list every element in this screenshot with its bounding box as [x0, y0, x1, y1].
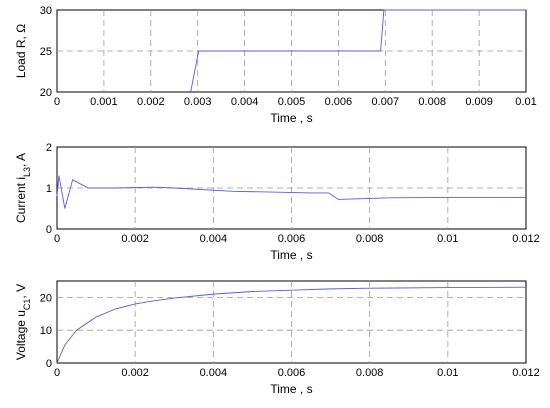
x-axis-label: Time , s: [270, 248, 312, 262]
x-tick-label: 0: [54, 367, 60, 379]
y-axis-label-subscript: C1: [22, 299, 32, 311]
x-tick-label: 0: [54, 96, 60, 108]
y-axis-label-unit: , A: [14, 153, 28, 167]
x-tick-label: 0.001: [90, 96, 118, 108]
x-tick-label: 0.006: [278, 367, 306, 379]
x-tick-label: 0: [54, 233, 60, 245]
series-line-1: [56, 286, 527, 364]
y-axis-label-main: Current i: [14, 177, 28, 223]
x-axis-label: Time , s: [270, 382, 312, 396]
series-line-1: [190, 9, 526, 93]
x-tick-label: 0.008: [356, 367, 384, 379]
y-tick-label: 20: [40, 87, 52, 99]
y-axis-label-unit: , V: [14, 284, 28, 299]
x-tick-label: 0.002: [121, 367, 149, 379]
y-tick-label: 30: [40, 5, 52, 17]
x-tick-label: 0.008: [356, 233, 384, 245]
x-tick-label: 0.009: [465, 96, 493, 108]
x-tick-label: 0.008: [418, 96, 446, 108]
x-tick-label: 0.01: [437, 367, 458, 379]
x-tick-label: 0.007: [372, 96, 400, 108]
x-tick-label: 0.005: [278, 96, 306, 108]
y-axis-label: Voltage uC1, V: [14, 284, 32, 360]
x-tick-label: 0.003: [184, 96, 212, 108]
y-axis-label: Current iL3, A: [14, 153, 32, 223]
chart-3: 0 0.002 0.004 0.006 0.008 0.01 0.012 0 10 20 Time …: [14, 280, 540, 396]
y-tick-label: 1: [46, 183, 52, 195]
chart-1: 0 0.001 0.002 0.003 0.004 0.005 0.006 0.007 0.00…: [14, 5, 537, 125]
x-tick-label: 0.004: [200, 367, 228, 379]
y-tick-label: 2: [46, 142, 52, 154]
x-tick-label: 0.01: [515, 96, 536, 108]
x-tick-label: 0.012: [512, 233, 540, 245]
y-tick-label: 0: [46, 358, 52, 370]
y-axis-label-main: Voltage u: [14, 310, 28, 360]
x-tick-label: 0.004: [231, 96, 259, 108]
x-tick-label: 0.01: [437, 233, 458, 245]
x-tick-label: 0.002: [121, 233, 149, 245]
y-tick-label: 10: [40, 325, 52, 337]
series-line-1: [56, 175, 526, 209]
chart-2: 0 0.002 0.004 0.006 0.008 0.01 0.012 0 1 2 Time , …: [14, 142, 540, 262]
x-tick-label: 0.006: [278, 233, 306, 245]
x-tick-label: 0.012: [512, 367, 540, 379]
y-axis-label: Load R, Ω: [14, 24, 28, 78]
x-tick-label: 0.002: [137, 96, 165, 108]
y-axis-label-subscript: L3: [22, 167, 32, 177]
x-tick-label: 0.004: [200, 233, 228, 245]
y-tick-label: 25: [40, 46, 52, 58]
y-tick-label: 0: [46, 224, 52, 236]
y-tick-label: 20: [40, 292, 52, 304]
x-tick-label: 0.006: [325, 96, 353, 108]
x-axis-label: Time , s: [270, 111, 312, 125]
